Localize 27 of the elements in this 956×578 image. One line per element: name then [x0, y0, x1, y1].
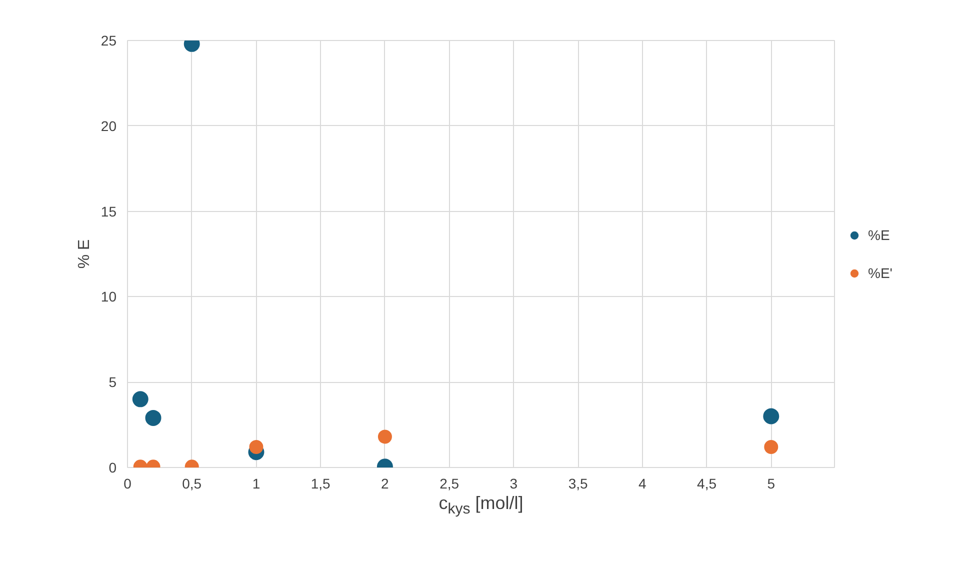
x-tick-label: 1 — [252, 476, 260, 492]
y-tick-label: 5 — [108, 374, 117, 390]
x-tick-label: 3 — [510, 476, 518, 492]
legend-label: %E — [868, 226, 890, 242]
point — [378, 430, 392, 444]
point — [132, 391, 148, 408]
x-tick-label: 3,5 — [568, 476, 588, 492]
x-tick-label: 4,5 — [697, 476, 717, 492]
y-tick-label: 25 — [100, 32, 117, 48]
y-tick-label: 15 — [100, 203, 117, 220]
x-tick-label: 2 — [381, 476, 390, 492]
y-axis-title: % E — [76, 239, 93, 269]
x-tick-label: 5 — [767, 476, 776, 492]
x-tick-label: 1,5 — [310, 476, 331, 492]
y-tick-label: 0 — [108, 460, 117, 476]
point — [145, 410, 162, 426]
x-tick-label: 0 — [124, 476, 132, 492]
point — [764, 440, 778, 454]
x-tick-label: 4 — [638, 476, 647, 492]
y-tick-label: 20 — [100, 118, 117, 134]
x-tick-label: 0,5 — [182, 476, 202, 492]
x-tick-label: 2,5 — [440, 476, 460, 492]
point — [249, 440, 264, 454]
y-tick-label: 10 — [100, 288, 117, 305]
point — [763, 408, 780, 424]
legend-label: %E' — [868, 264, 892, 280]
x-axis-title: c$_{kys}$ [mol/l] — [438, 492, 524, 520]
